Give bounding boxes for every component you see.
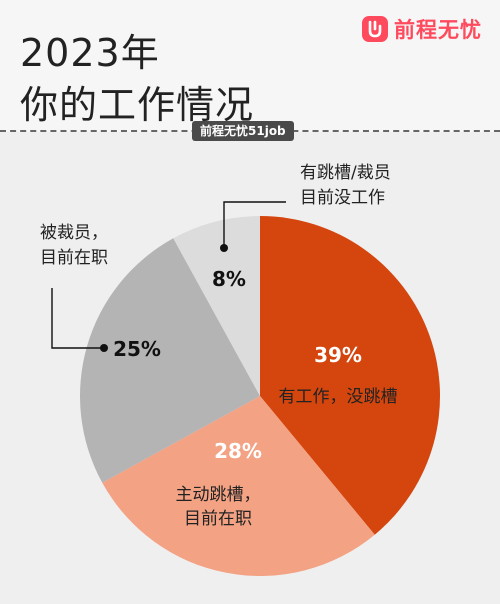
category-label-2: 主动跳槽，目前在职 xyxy=(176,485,261,529)
brand-name: 前程无忧 xyxy=(394,18,482,42)
value-label-3: 25% xyxy=(113,337,161,361)
header: 2023年 你的工作情况 前程无忧 xyxy=(0,0,500,132)
leader-line-4 xyxy=(223,201,286,248)
brand-logo: 前程无忧 xyxy=(362,14,482,44)
title-year: 2023年 xyxy=(20,31,160,75)
value-label-1: 39% xyxy=(314,343,362,367)
pie-slice-1 xyxy=(260,216,441,535)
value-label-4: 8% xyxy=(212,267,246,291)
leader-line-3 xyxy=(51,288,104,349)
source-tag: 前程无忧51job xyxy=(192,121,294,141)
pie-slice-4 xyxy=(173,216,260,396)
category-label-1: 有工作，没跳槽 xyxy=(279,387,398,407)
category-label-3: 被裁员，目前在职 xyxy=(40,223,108,268)
pie-chart: 39% 有工作，没跳槽 28% 主动跳槽，目前在职 25% 被裁员，目前在职 8% 有跳槽/裁… xyxy=(40,163,441,576)
category-label-4: 有跳槽/裁员目前没工作 xyxy=(300,163,391,208)
pie-slice-2 xyxy=(102,396,375,576)
app-logo-icon xyxy=(362,16,388,42)
page-title: 你的工作情况 xyxy=(20,83,255,127)
value-label-2: 28% xyxy=(214,439,262,463)
pie-slice-3 xyxy=(79,238,260,483)
